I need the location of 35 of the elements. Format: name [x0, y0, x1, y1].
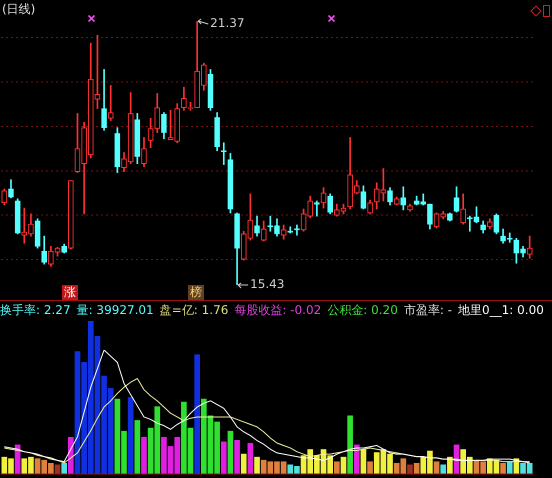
bar: [128, 397, 134, 474]
bar: [61, 462, 68, 474]
bar: [240, 454, 247, 474]
text: 地里0__1: 0.00: [458, 303, 544, 317]
bar: [434, 461, 440, 474]
bar: [360, 449, 366, 474]
annotation: 榜: [188, 285, 204, 300]
bar: [134, 420, 140, 474]
text: 每股收益: -0.02: [234, 303, 322, 317]
bar: [54, 464, 60, 474]
bar: [228, 430, 234, 474]
text: 换手率: 2.27: [0, 303, 71, 317]
text: 公积金: 0.20: [327, 303, 398, 317]
annotation: 涨: [62, 285, 78, 300]
text: 量: 39927.01: [76, 303, 154, 317]
bar: [347, 416, 353, 474]
bar: [414, 462, 420, 474]
bar: [500, 462, 506, 474]
bar: [254, 456, 260, 474]
bar: [440, 464, 446, 474]
bar: [194, 354, 200, 474]
text: 盘=亿: 1.76: [160, 303, 228, 317]
bar: [454, 444, 460, 474]
chart-title: (日线): [2, 1, 36, 18]
annotation: 21.37: [210, 16, 245, 30]
text: 市盈率: -: [404, 303, 452, 317]
bar: [407, 464, 413, 474]
bar: [234, 440, 240, 474]
bar: [334, 461, 340, 474]
bar: [340, 456, 346, 474]
bar: [248, 443, 254, 474]
bar: [367, 461, 373, 474]
annotation: 15.43: [250, 277, 284, 292]
bar: [220, 442, 227, 474]
bar: [141, 436, 147, 474]
